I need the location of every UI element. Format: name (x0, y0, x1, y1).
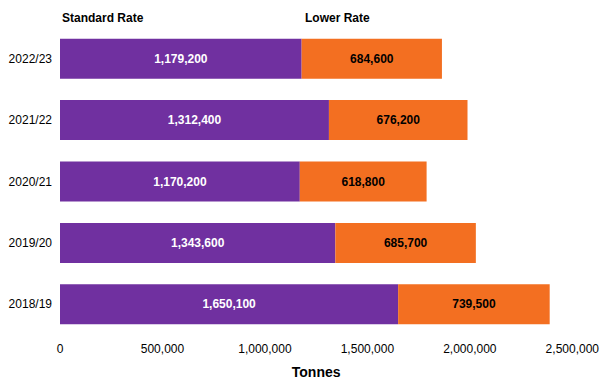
svg-text:1,343,600: 1,343,600 (171, 236, 225, 250)
svg-text:2021/22: 2021/22 (9, 113, 53, 127)
svg-text:739,500: 739,500 (452, 297, 496, 311)
svg-text:2022/23: 2022/23 (9, 52, 53, 66)
svg-text:1,170,200: 1,170,200 (153, 175, 207, 189)
svg-text:2,000,000: 2,000,000 (443, 342, 497, 356)
svg-text:2019/20: 2019/20 (9, 236, 53, 250)
svg-text:1,179,200: 1,179,200 (154, 52, 208, 66)
svg-text:684,600: 684,600 (350, 52, 394, 66)
svg-text:2,500,000: 2,500,000 (546, 342, 600, 356)
svg-text:618,800: 618,800 (342, 175, 386, 189)
svg-text:0: 0 (57, 342, 64, 356)
svg-text:685,700: 685,700 (384, 236, 428, 250)
svg-text:1,000,000: 1,000,000 (238, 342, 292, 356)
svg-text:1,650,100: 1,650,100 (202, 297, 256, 311)
svg-text:676,200: 676,200 (377, 113, 421, 127)
svg-text:Tonnes: Tonnes (292, 364, 341, 380)
svg-text:1,312,400: 1,312,400 (168, 113, 222, 127)
svg-text:2020/21: 2020/21 (9, 175, 53, 189)
svg-text:1,500,000: 1,500,000 (341, 342, 395, 356)
svg-text:2018/19: 2018/19 (9, 297, 53, 311)
svg-text:Lower Rate: Lower Rate (305, 11, 370, 25)
svg-text:Standard Rate: Standard Rate (62, 11, 144, 25)
svg-text:500,000: 500,000 (141, 342, 185, 356)
